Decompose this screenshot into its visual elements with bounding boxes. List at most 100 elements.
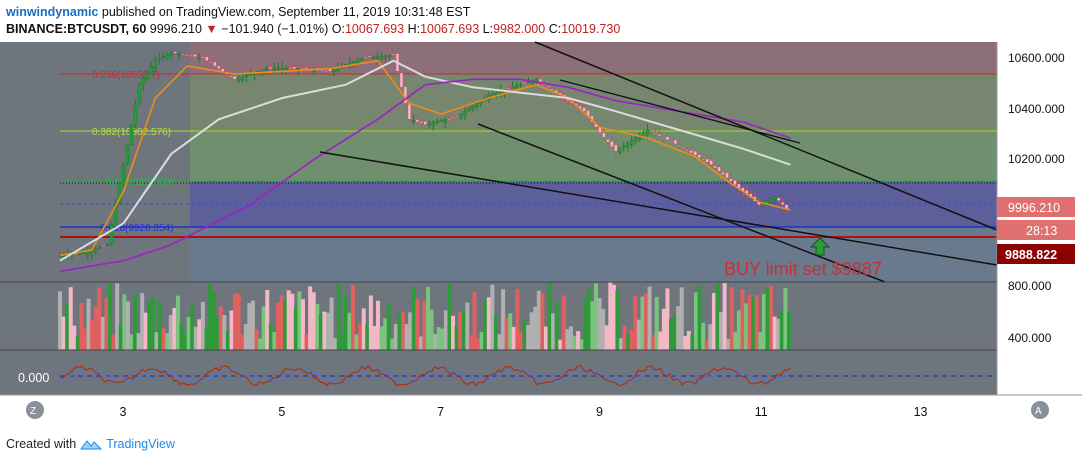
tradingview-brand[interactable]: TradingView [106,437,175,451]
volume-bar [383,318,388,350]
volume-bar [619,338,624,350]
volume-bar [415,298,420,350]
candle-body [248,73,253,76]
author-name[interactable]: winwindynamic [6,5,99,19]
candle-body [359,57,364,61]
trendline-channel[interactable] [477,123,886,283]
limit-price-tag-text: 9888.822 [1005,248,1057,262]
footer: Created with TradingView [6,437,175,451]
high-label: H: [407,22,421,36]
limit-price-tag [997,244,1075,264]
volume-bar [58,291,62,350]
volume-bar [479,332,484,350]
volume-bar [372,326,377,350]
candle-body [419,121,424,124]
volume-bar [551,313,556,350]
volume-bar [293,307,298,350]
candle-body [268,66,273,69]
volume-bar [558,339,563,350]
trendline-lower[interactable] [319,151,998,266]
volume-bar [283,299,288,350]
volume-bar [526,324,531,350]
trendline-short[interactable] [559,79,801,144]
volume-bar [744,303,749,350]
volume-bar [465,302,470,350]
candle-body [272,68,277,71]
candle-body [510,87,515,89]
volume-bar [236,293,241,350]
x-tick-label: 13 [914,405,928,419]
candle-body [399,72,404,88]
volume-bar [365,323,370,350]
volume-bar [686,330,691,350]
volume-bar [615,290,620,350]
candle-body [455,115,459,118]
volume-bar [304,334,309,350]
volume-bar [222,315,227,350]
candle-body [602,132,606,138]
last-price: 9996.210 [149,22,202,36]
candle-body [451,116,455,119]
candle-body [431,122,435,126]
trendline-upper[interactable] [534,41,998,231]
candle-body [125,144,130,165]
candle-body [649,130,654,133]
close-value: 10019.730 [561,22,621,36]
candle-body [606,139,610,143]
volume-bar [115,283,120,350]
volume-bar [197,319,202,350]
candle-body [173,51,177,54]
volume-bar [404,324,409,350]
volume-bar [568,326,573,350]
candle-body [296,68,300,70]
volume-bar [90,319,95,350]
candle-body [201,56,205,59]
candle-body [427,123,431,126]
volume-bar [68,287,73,350]
candle-body [228,75,233,77]
last-price-tag-text: 9996.210 [1008,201,1060,215]
volume-bar [368,295,373,350]
volume-bar [158,301,163,350]
candle-body [213,61,217,67]
zoom-reset-button[interactable] [26,401,44,419]
low-label: L: [482,22,494,36]
volume-bar [200,301,205,350]
volume-bar [429,309,434,350]
volume-bar [601,308,606,350]
volume-bar [515,288,520,350]
volume-bar [61,316,66,350]
volume-bar [636,319,641,350]
volume-bar [225,330,230,350]
volume-bar [593,283,598,350]
volume-bar [108,283,113,350]
volume-bar [215,315,220,350]
volume-bar [122,294,127,350]
volume-bar [147,300,152,350]
left-gutter [0,42,60,395]
candle-body [614,144,618,152]
volume-bar [751,297,756,350]
candle-body [459,113,463,118]
volume-bar [504,317,509,350]
oscillator-value-label: 0.000 [18,371,49,385]
candle-body [665,136,670,141]
volume-bar [300,299,305,350]
candle-body [471,105,475,110]
volume-bar [150,297,155,350]
volume-bar [665,288,670,350]
candle-body [97,247,102,249]
candle-body [82,252,86,254]
buy-annotation[interactable]: BUY limit set $9887 [724,259,882,279]
last-price-tag [997,197,1075,217]
auto-scale-button[interactable] [1031,401,1049,419]
volume-bar [626,333,631,350]
candle-body [304,67,308,70]
candle-body [391,53,396,56]
volume-bar [697,285,702,350]
candle-body [729,178,733,182]
candle-body [288,67,293,69]
candle-body [689,150,694,154]
price-change: −101.940 (−1.01%) [221,22,329,36]
